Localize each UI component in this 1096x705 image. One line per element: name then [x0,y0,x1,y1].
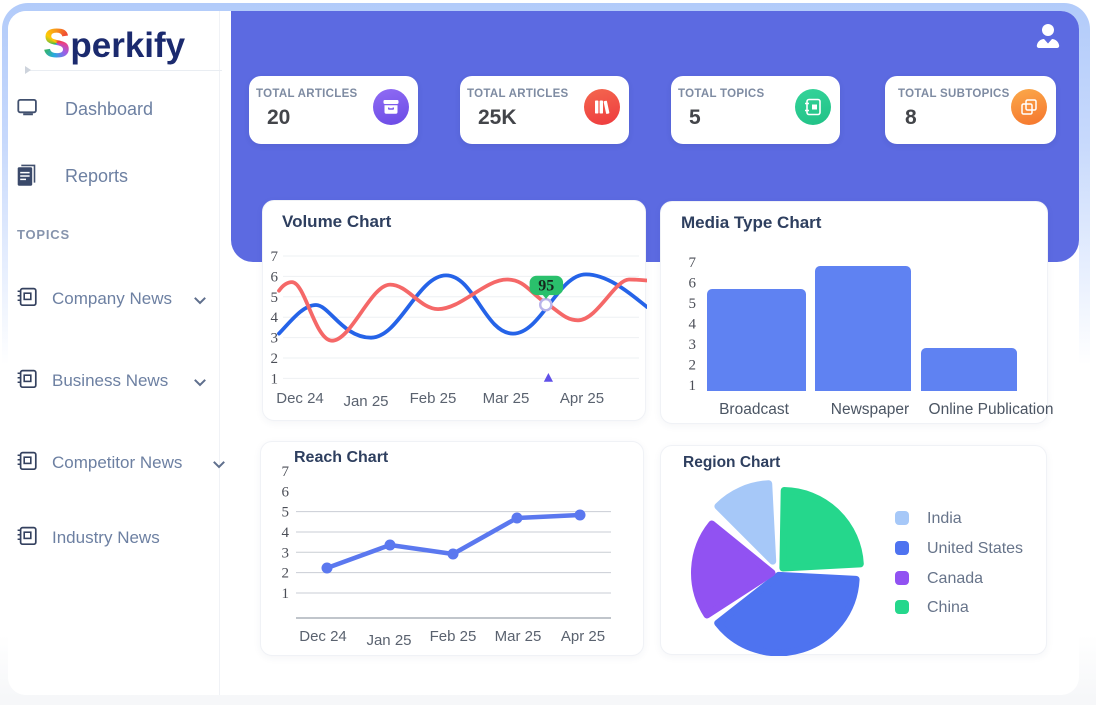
svg-text:2: 2 [271,351,279,367]
svg-text:Newspaper: Newspaper [831,401,909,418]
svg-text:5: 5 [282,505,290,521]
svg-text:7: 7 [689,255,697,271]
svg-text:3: 3 [271,331,279,347]
svg-text:1: 1 [282,586,290,602]
svg-text:Mar 25: Mar 25 [495,628,542,645]
svg-text:7: 7 [282,464,290,480]
svg-text:Online Publication: Online Publication [929,401,1054,418]
svg-text:3: 3 [282,545,290,561]
svg-text:Feb 25: Feb 25 [410,390,457,407]
svg-text:Jan 25: Jan 25 [343,393,388,410]
svg-text:Jan 25: Jan 25 [366,632,411,649]
svg-text:5: 5 [689,296,697,312]
svg-text:Apr 25: Apr 25 [561,628,605,645]
svg-text:5: 5 [271,290,279,306]
svg-text:Dec 24: Dec 24 [299,628,347,645]
svg-text:95: 95 [538,278,554,295]
svg-text:3: 3 [689,337,697,353]
svg-text:Dec 24: Dec 24 [276,390,324,407]
svg-text:2: 2 [282,566,290,582]
svg-text:4: 4 [689,317,697,333]
svg-text:6: 6 [689,276,697,292]
svg-text:Feb 25: Feb 25 [430,628,477,645]
svg-text:7: 7 [271,249,279,265]
svg-text:1: 1 [689,378,697,394]
svg-text:1: 1 [271,371,279,387]
svg-text:Broadcast: Broadcast [719,401,789,418]
svg-text:Mar 25: Mar 25 [483,390,530,407]
svg-text:2: 2 [689,358,697,374]
svg-text:6: 6 [271,269,279,285]
svg-text:4: 4 [282,525,290,541]
svg-text:Apr 25: Apr 25 [560,390,604,407]
svg-text:4: 4 [271,310,279,326]
svg-text:6: 6 [282,484,290,500]
